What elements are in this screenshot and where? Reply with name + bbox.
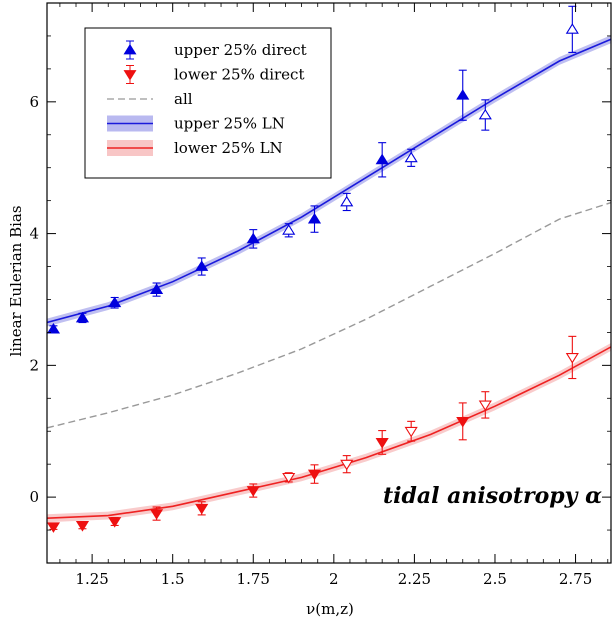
legend-entry: lower 25% direct — [123, 65, 304, 84]
legend-marker — [123, 43, 137, 55]
point-upper-25-direct — [246, 229, 260, 249]
axes: 1.25 1.5 1.75 2 2.25 2.5 2.75 0 2 4 6 — [29, 2, 612, 588]
point-lower-25-direct — [282, 472, 296, 484]
legend-entry: lower 25% LN — [107, 139, 283, 157]
x-axis-title: ν(m,z) — [306, 600, 354, 618]
point-upper-25-direct — [478, 99, 492, 131]
marker — [108, 296, 122, 308]
marker — [565, 353, 579, 364]
x-tick-label: 1.75 — [237, 570, 270, 588]
marker — [340, 459, 354, 471]
marker — [404, 426, 418, 438]
legend-entry: upper 25% direct — [123, 40, 307, 60]
marker — [47, 522, 61, 533]
marker — [456, 89, 470, 100]
point-upper-25-direct — [75, 311, 90, 324]
y-tick-label: 4 — [29, 225, 39, 243]
line-all — [47, 201, 611, 429]
point-upper-25-direct — [375, 142, 389, 178]
point-lower-25-direct — [195, 501, 209, 516]
legend-label: upper 25% direct — [174, 41, 307, 59]
legend-label: lower 25% direct — [174, 66, 304, 84]
y-tick-label: 0 — [29, 488, 39, 506]
point-lower-25-direct — [246, 483, 260, 498]
point-lower-25-direct — [565, 335, 579, 380]
point-lower-25-direct — [404, 420, 418, 442]
point-upper-25-direct — [47, 322, 61, 334]
point-upper-25-direct — [108, 296, 122, 309]
y-tick-label: 6 — [29, 93, 39, 111]
marker — [246, 232, 260, 244]
marker — [150, 509, 164, 520]
marker — [456, 416, 470, 428]
y-tick-label: 2 — [29, 356, 39, 374]
marker — [282, 224, 296, 235]
marker — [404, 151, 418, 163]
point-upper-25-direct — [150, 282, 164, 297]
marker — [108, 517, 122, 528]
marker — [75, 521, 90, 532]
point-lower-25-direct — [307, 464, 322, 484]
x-tick-label: 2.5 — [483, 570, 507, 588]
annotation-tidal-anisotropy: tidal anisotropy α — [383, 483, 602, 509]
marker — [307, 212, 322, 224]
legend-entry: upper 25% LN — [107, 115, 285, 133]
marker — [195, 260, 209, 271]
marker — [307, 469, 322, 481]
point-upper-25-direct — [282, 223, 296, 238]
marker — [282, 472, 296, 484]
point-upper-25-direct — [340, 192, 354, 212]
point-upper-25-direct — [456, 69, 470, 121]
point-lower-25-direct — [47, 522, 61, 533]
marker — [565, 23, 579, 34]
marker — [375, 153, 389, 165]
legend: upper 25% direct lower 25% direct all upper… — [84, 27, 332, 179]
marker — [478, 400, 492, 412]
marker — [340, 195, 354, 207]
point-lower-25-direct — [150, 506, 164, 521]
marker — [75, 311, 90, 323]
x-tick-label: 2.75 — [559, 570, 592, 588]
plot-area — [47, 5, 611, 533]
marker — [150, 283, 164, 294]
line-lower-25-ln — [47, 346, 611, 519]
marker — [47, 322, 61, 334]
legend-label: lower 25% LN — [174, 139, 283, 157]
y-axis-title: linear Eulerian Bias — [7, 205, 25, 356]
legend-marker — [123, 70, 137, 81]
line-upper-25-ln — [47, 38, 611, 324]
legend-label: upper 25% LN — [174, 115, 285, 133]
legend-label: all — [174, 90, 193, 108]
marker — [375, 438, 389, 449]
plot-series — [47, 5, 611, 533]
point-upper-25-direct — [565, 5, 579, 53]
x-tick-label: 1.25 — [75, 570, 108, 588]
point-lower-25-direct — [108, 516, 122, 528]
point-lower-25-direct — [340, 455, 354, 474]
point-lower-25-direct — [478, 391, 492, 419]
marker — [246, 486, 260, 497]
point-upper-25-direct — [307, 205, 322, 233]
point-lower-25-direct — [75, 521, 90, 532]
marker — [478, 108, 492, 120]
point-lower-25-direct — [456, 402, 470, 441]
point-upper-25-direct — [404, 148, 418, 167]
plot-frame — [46, 2, 612, 564]
point-upper-25-direct — [195, 257, 209, 276]
legend-entry: all — [107, 90, 193, 108]
x-tick-label: 2.25 — [398, 570, 431, 588]
point-lower-25-direct — [375, 430, 389, 455]
x-tick-label: 1.5 — [161, 570, 185, 588]
x-tick-label: 2 — [329, 570, 339, 588]
marker — [195, 503, 209, 515]
